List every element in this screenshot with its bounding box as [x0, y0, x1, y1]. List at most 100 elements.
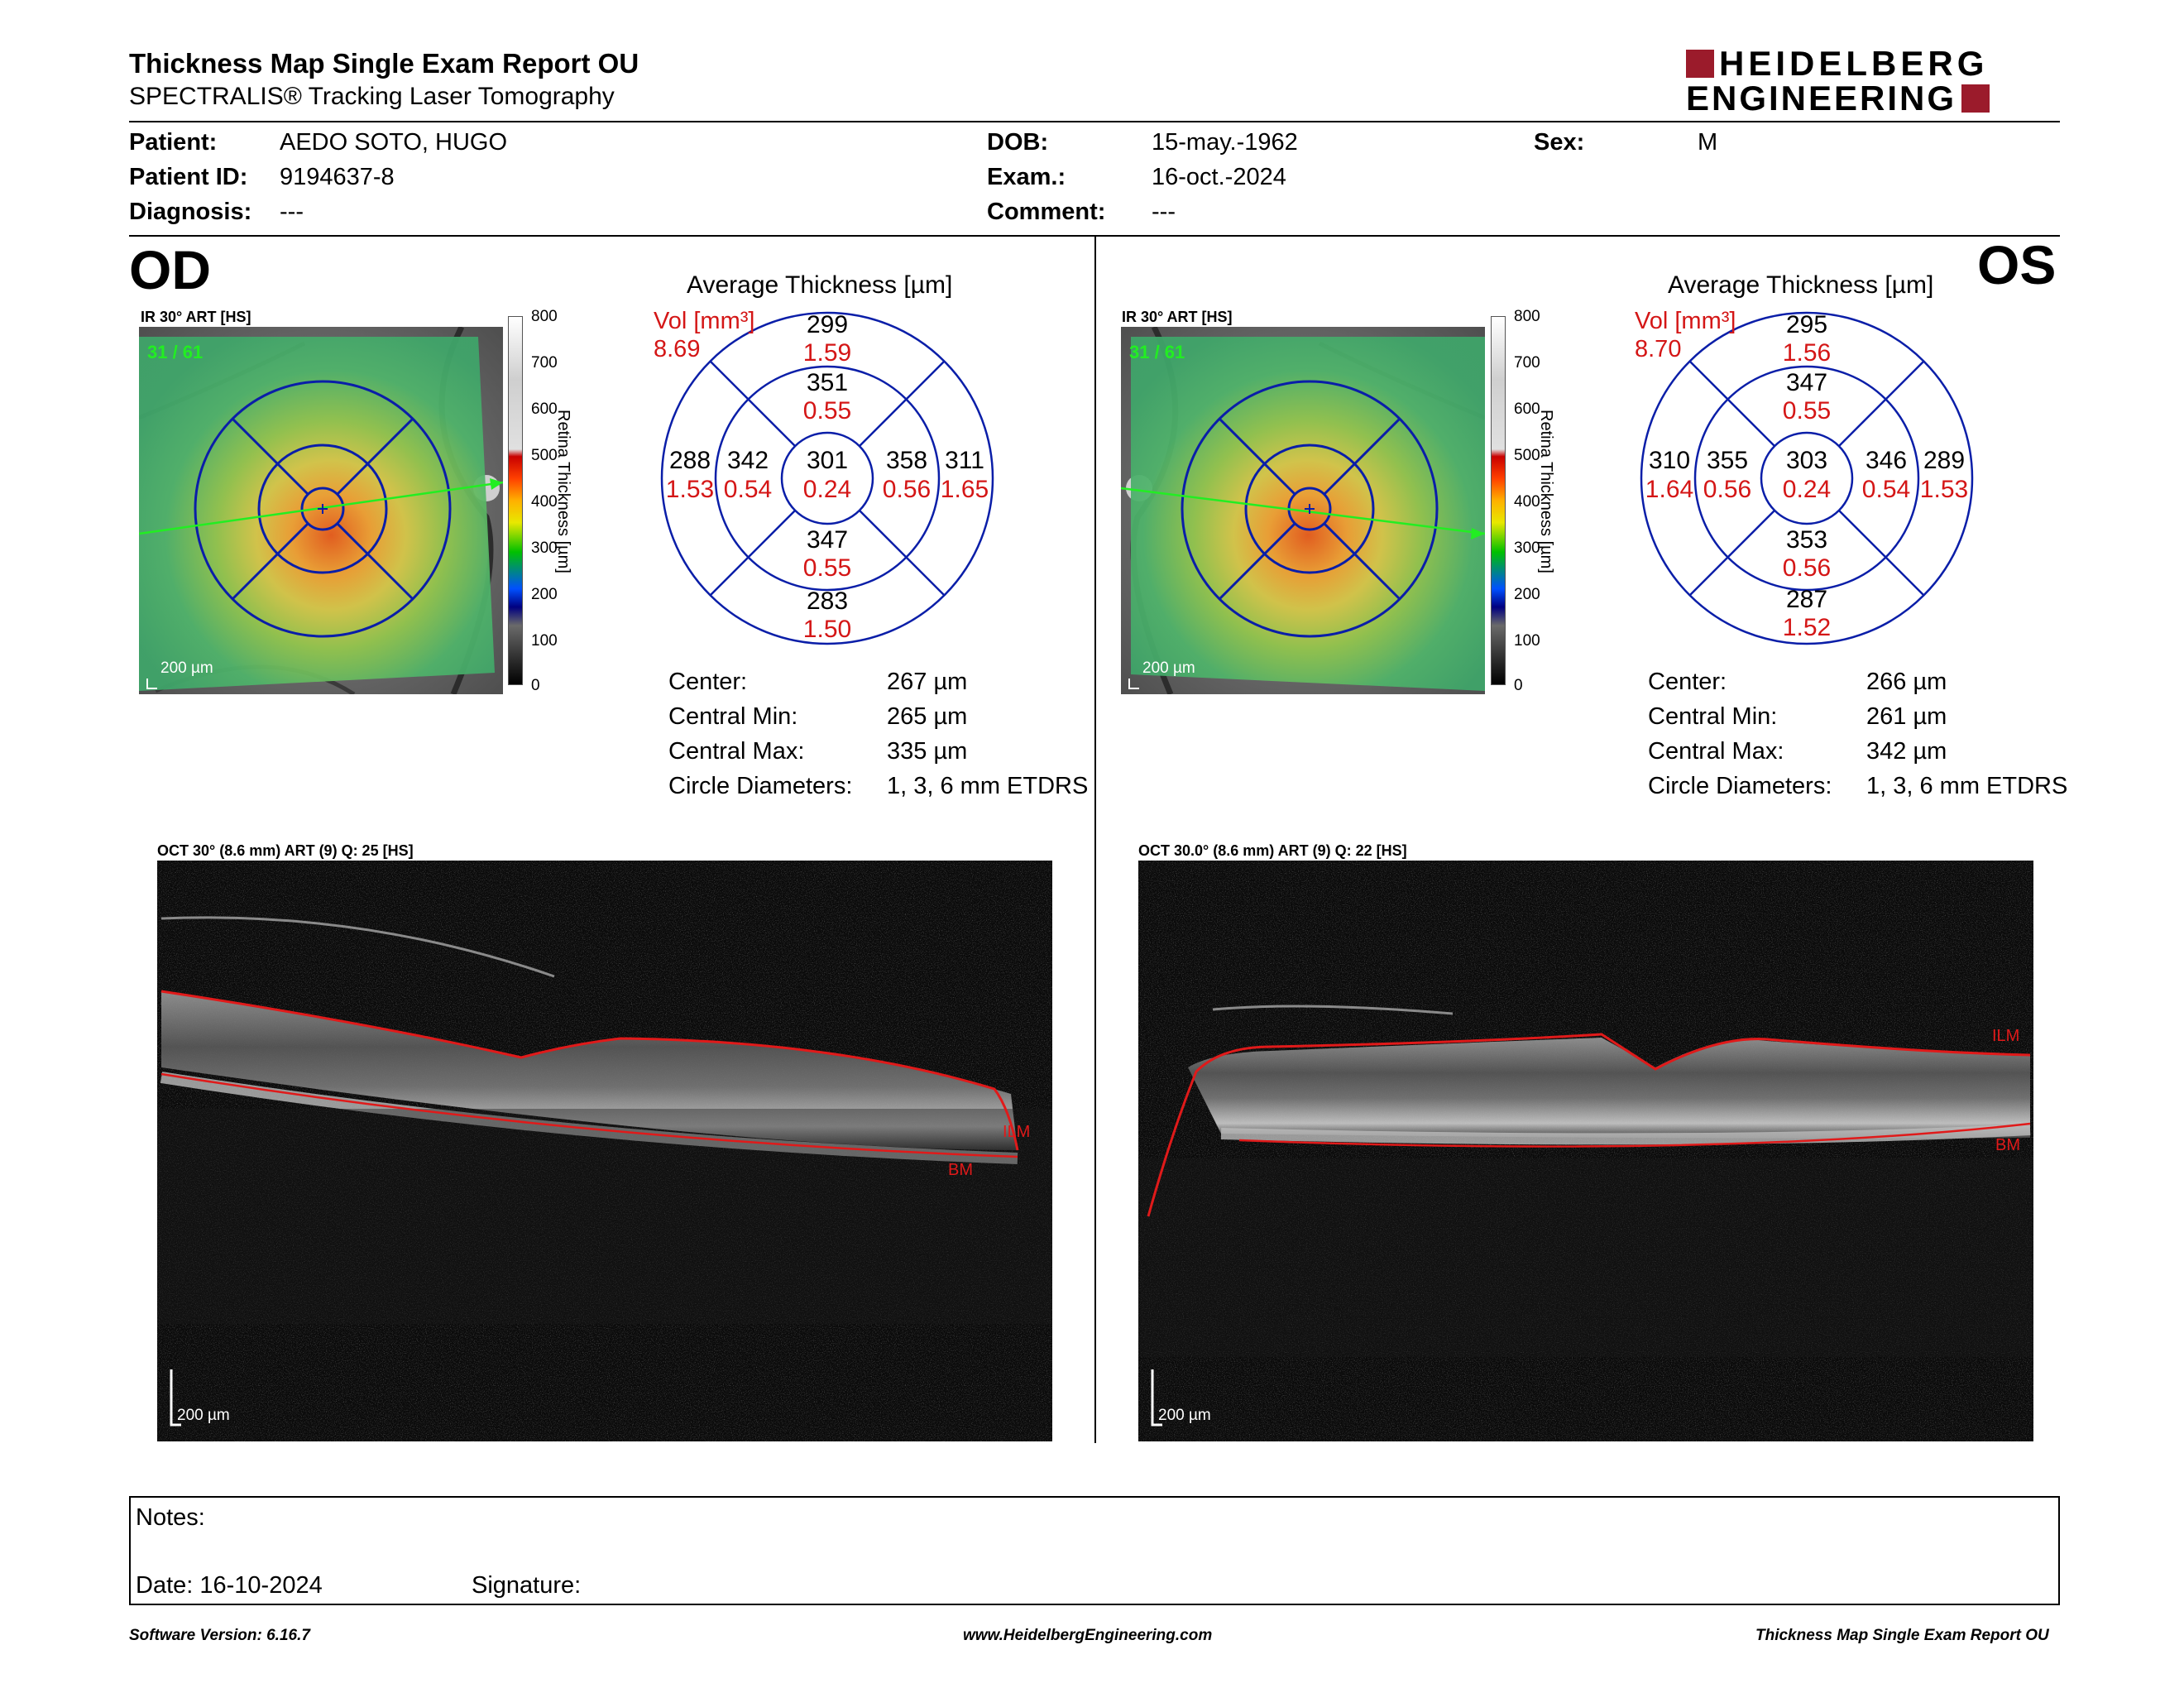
sector-volume: 1.52 [1782, 614, 1832, 641]
central-min-label: Central Min: [1648, 703, 1778, 730]
colorbar-scale [1491, 316, 1506, 685]
sector-volume: 1.50 [802, 616, 852, 643]
sector-thickness: 355 [1706, 447, 1749, 474]
patient-divider [129, 235, 2060, 237]
sector-thickness: 283 [806, 587, 849, 615]
colorbar-tick: 400 [1514, 493, 1540, 511]
sector-thickness: 299 [806, 311, 849, 338]
scale-bar-icon [1128, 679, 1139, 689]
ir-scale-label: 200 µm [160, 659, 213, 677]
report-subtitle: SPECTRALIS® Tracking Laser Tomography [129, 83, 615, 110]
central-min-value: 261 µm [1866, 703, 1947, 730]
circle-diameters-value: 1, 3, 6 mm ETDRS [887, 773, 1089, 799]
sector-thickness: 347 [1785, 369, 1828, 396]
ilm-label: ILM [1003, 1123, 1030, 1141]
notes-box: Notes: Date: 16-10-2024 Signature: [129, 1496, 2060, 1605]
colorbar-tick: 500 [531, 447, 558, 464]
colorbar-tick: 600 [531, 400, 558, 418]
diagnosis-value: --- [280, 199, 304, 225]
patient-id-label: Patient ID: [129, 164, 248, 190]
central-min-label: Central Min: [668, 703, 798, 730]
bm-segmentation-line [160, 1072, 1018, 1158]
sector-volume: 0.24 [1782, 476, 1832, 503]
volume-label: Vol [mm³] [1635, 308, 1736, 334]
colorbar-tick: 200 [531, 586, 558, 603]
oct-bscan-od: ILM BM 200 µm [157, 861, 1052, 1441]
patient-id: 9194637-8 [280, 164, 395, 190]
frame-count: 31 / 61 [147, 342, 203, 362]
patient-name: AEDO SOTO, HUGO [280, 129, 508, 156]
center-value: 266 µm [1866, 669, 1947, 695]
dob-value: 15-may.-1962 [1152, 129, 1298, 156]
volume-label: Vol [mm³] [654, 308, 755, 334]
scan-line [1121, 487, 1485, 535]
ir-scale-label: 200 µm [1142, 659, 1195, 677]
logo-line-1: HEIDELBERG [1719, 44, 1989, 83]
exam-value: 16-oct.-2024 [1152, 164, 1286, 190]
central-max-value: 335 µm [887, 738, 968, 765]
software-version: Software Version: 6.16.7 [129, 1627, 310, 1644]
notes-label: Notes: [136, 1504, 205, 1531]
sector-thickness: 310 [1648, 447, 1691, 474]
sector-thickness: 347 [806, 526, 849, 554]
volume-total: 8.70 [1635, 336, 1682, 362]
bm-label: BM [1995, 1136, 2020, 1154]
logo-square-icon [1961, 84, 1990, 113]
ir-image-label-od: IR 30° ART [HS] [141, 309, 251, 325]
oct-bscan-os: ILM BM 200 µm [1138, 861, 2033, 1441]
sector-thickness: 351 [806, 369, 849, 396]
ir-image-label-os: IR 30° ART [HS] [1122, 309, 1233, 325]
sector-volume: 0.54 [1861, 476, 1911, 503]
etdrs-grid-od [660, 311, 994, 645]
sector-thickness: 358 [885, 447, 928, 474]
central-max-label: Central Max: [1648, 738, 1784, 765]
oct-scan-label-od: OCT 30° (8.6 mm) ART (9) Q: 25 [HS] [157, 842, 414, 859]
ilm-segmentation-line [160, 990, 1019, 1151]
avg-thickness-title-od: Average Thickness [µm] [687, 271, 953, 299]
center-label: Center: [668, 669, 748, 695]
sex-value: M [1698, 129, 1718, 156]
colorbar-tick: 200 [1514, 586, 1540, 603]
sex-label: Sex: [1534, 129, 1585, 156]
circle-diameters-label: Circle Diameters: [1648, 773, 1832, 799]
scan-arrow-icon [1471, 528, 1485, 539]
comment-value: --- [1152, 199, 1176, 225]
sector-volume: 0.56 [882, 476, 932, 503]
sector-volume: 1.64 [1645, 476, 1694, 503]
comment-label: Comment: [987, 199, 1106, 225]
sector-thickness: 303 [1785, 447, 1828, 474]
oct-scan-label-os: OCT 30.0° (8.6 mm) ART (9) Q: 22 [HS] [1138, 842, 1407, 859]
colorbar-tick: 600 [1514, 400, 1540, 418]
sector-thickness: 353 [1785, 526, 1828, 554]
footer-report-name: Thickness Map Single Exam Report OU [1755, 1627, 2049, 1644]
center-label: Center: [1648, 669, 1727, 695]
colorbar-tick: 100 [531, 632, 558, 650]
retina-layers [1188, 1038, 2030, 1139]
patient-label: Patient: [129, 129, 218, 156]
colorbar-scale [508, 316, 523, 685]
sector-volume: 1.65 [940, 476, 989, 503]
central-max-label: Central Max: [668, 738, 805, 765]
etdrs-grid-os [1640, 311, 1974, 645]
colorbar-title: Retina Thickness [µm] [554, 410, 572, 573]
scale-bar-icon [146, 679, 157, 689]
website-link[interactable]: www.HeidelbergEngineering.com [963, 1627, 1213, 1644]
colorbar-tick: 800 [1514, 308, 1540, 325]
central-max-value: 342 µm [1866, 738, 1947, 765]
exam-label: Exam.: [987, 164, 1066, 190]
signature-label: Signature: [472, 1572, 582, 1599]
sector-thickness: 287 [1785, 586, 1828, 613]
sector-volume: 0.24 [802, 476, 852, 503]
ilm-label: ILM [1992, 1027, 2019, 1045]
center-value: 267 µm [887, 669, 968, 695]
circle-diameters-value: 1, 3, 6 mm ETDRS [1866, 773, 2068, 799]
sector-volume: 0.55 [1782, 397, 1832, 424]
colorbar-tick: 0 [531, 677, 540, 694]
sector-thickness: 346 [1865, 447, 1908, 474]
sector-volume: 0.56 [1782, 554, 1832, 582]
colorbar-tick: 300 [531, 539, 558, 557]
scale-bar-icon [1151, 1369, 1162, 1427]
logo-line-2: ENGINEERING [1686, 79, 1957, 117]
colorbar-title: Retina Thickness [µm] [1537, 410, 1555, 573]
colorbar-tick: 700 [531, 354, 558, 372]
